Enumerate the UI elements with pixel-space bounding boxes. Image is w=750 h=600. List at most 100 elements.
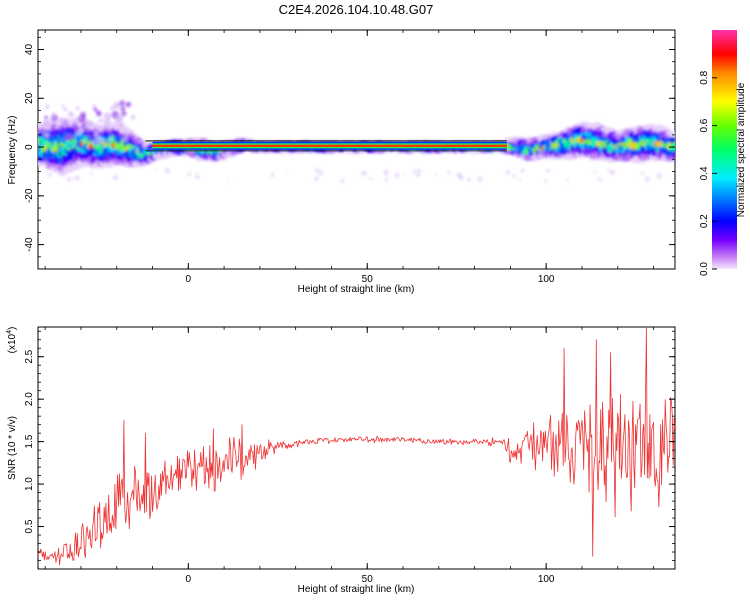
spectrogram-cell [270, 173, 275, 178]
spectrogram-cell [446, 171, 451, 175]
spectrogram-cell [512, 174, 517, 178]
spectrogram-cell [71, 134, 76, 140]
snr-xtick-label: 100 [538, 574, 555, 585]
spectrogram-cell [314, 176, 319, 181]
colorbar: 0.0 0.2 0.4 0.6 0.8 Normalized spectral ampl… [699, 30, 747, 276]
snr-multiplier-close: ) [7, 327, 18, 330]
spectrogram-cell [85, 119, 93, 127]
spectrogram-ytick-label: -20 [24, 188, 35, 203]
spectrogram-xlabel: Height of straight line (km) [298, 284, 415, 295]
spectrogram-cell [598, 178, 602, 181]
spectrogram-cell [44, 115, 48, 120]
spectrogram-cell [546, 168, 551, 173]
snr-xlabel: Height of straight line (km) [298, 584, 415, 595]
spectrogram-cell [369, 177, 373, 181]
snr-xtick-label: 0 [186, 574, 192, 585]
spectrogram-cell [63, 107, 68, 112]
spectrogram-cell [61, 104, 65, 108]
spectrogram-cell [164, 167, 171, 174]
ridge-band-core [152, 144, 507, 148]
spectrogram-cell [412, 169, 417, 174]
spectrogram-cell [505, 170, 511, 175]
spectrogram-cell [544, 179, 548, 183]
spectrogram-cell [402, 172, 405, 176]
spectrogram-cell [104, 139, 108, 143]
spectrogram-cell [74, 175, 80, 181]
spectrogram-cell [117, 121, 125, 129]
spectrogram-cell [108, 136, 113, 141]
spectrogram-cell [75, 106, 80, 111]
spectrogram-cell [417, 168, 422, 174]
snr-ytick-label: 1.0 [24, 477, 35, 491]
spectrogram-cell [79, 126, 86, 133]
spectrogram-cell [121, 135, 129, 143]
spectrogram-cell [194, 171, 198, 175]
spectrogram-cell [314, 167, 319, 173]
spectrogram-cell [47, 172, 52, 177]
colorbar-tick-label: 0.2 [699, 214, 710, 228]
spectrogram-ridge [145, 140, 507, 152]
spectrogram-cell [154, 169, 157, 172]
colorbar-tick-label: 0.0 [699, 262, 710, 276]
spectrogram-cell [466, 177, 471, 182]
spectrogram-cell [131, 132, 136, 136]
spectrogram-ytick-label: -40 [24, 237, 35, 252]
snr-ytick-label: 0.5 [24, 519, 35, 533]
spectrogram-cell [640, 171, 645, 176]
spectrogram-cell [90, 171, 94, 175]
colorbar-tick-label: 0.4 [699, 166, 710, 180]
spectrogram-cell [383, 169, 389, 176]
spectrogram-cell [43, 132, 50, 138]
colorbar-tick-label: 0.6 [699, 118, 710, 132]
spectrogram-cell [609, 169, 616, 176]
spectrogram-cell [67, 111, 74, 118]
spectrogram-cell [125, 101, 132, 108]
spectrogram-cell [58, 117, 65, 123]
snr-ylabel: SNR (10 * v/v) [7, 416, 18, 480]
colorbar-label: Normalized spectral amplitude [736, 82, 747, 217]
spectrogram-cell [112, 174, 119, 181]
spectrogram-cell [98, 118, 103, 123]
spectrogram-cell [187, 172, 192, 177]
spectrogram-cell [518, 178, 522, 181]
spectrogram-cell [284, 171, 287, 174]
snr-ytick-label: 2.0 [24, 392, 35, 406]
spectrogram-cell [434, 173, 437, 176]
spectrogram-cell [477, 176, 483, 182]
spectrogram-ylabel: Frequency (Hz) [7, 116, 18, 185]
spectrogram-ytick-label: 40 [24, 44, 35, 56]
spectrogram-cell [670, 152, 675, 159]
spectrogram-cell [360, 170, 367, 177]
spectrogram-cell [119, 100, 126, 107]
spectrogram-cell [566, 179, 569, 183]
spectrogram-cell [415, 172, 421, 178]
spectrogram-cell [86, 133, 92, 139]
colorbar-gradient [712, 30, 737, 269]
spectrogram-cell [66, 176, 72, 182]
spectrogram-cell [456, 172, 461, 178]
spectrogram-cell [340, 178, 345, 183]
spectrogram-cell [98, 126, 104, 132]
colorbar-tick-label: 0.8 [699, 70, 710, 84]
spectrogram-cell [72, 177, 75, 180]
spectrogram-cell [121, 110, 127, 117]
spectrogram-cell [79, 111, 87, 118]
spectrogram-cell [656, 173, 663, 179]
spectrogram-xtick-label: 0 [186, 274, 192, 285]
spectrogram-cell [45, 104, 50, 109]
spectrogram-cell [92, 104, 97, 109]
spectrogram-cell [227, 179, 230, 182]
spectrogram-cell [51, 112, 57, 118]
spectrogram-cell [384, 177, 389, 182]
spectrogram-cell [54, 124, 60, 130]
spectrogram-ytick-label: 0 [24, 144, 35, 150]
spectrogram-cell [195, 174, 200, 180]
spectrogram-cell [61, 122, 68, 129]
spectrogram-cell [103, 118, 112, 127]
spectrogram-cell [520, 168, 525, 173]
spectrogram-cell [96, 110, 100, 115]
snr-multiplier-open: (x10 [7, 333, 18, 353]
spectrogram-cell [93, 132, 100, 139]
